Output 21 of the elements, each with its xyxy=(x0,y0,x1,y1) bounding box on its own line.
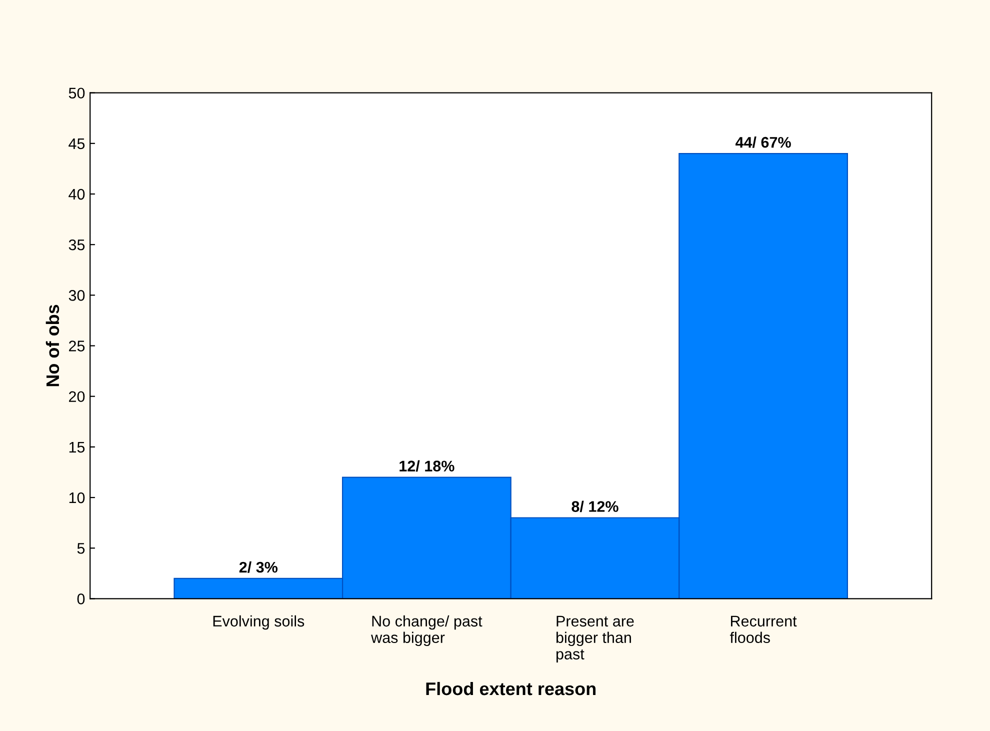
y-tick-label: 10 xyxy=(69,492,85,504)
y-tick-label: 15 xyxy=(69,442,85,453)
y-tick-label: 40 xyxy=(68,188,85,200)
y-tick-label: 30 xyxy=(68,290,85,301)
y-tick-label: 35 xyxy=(68,239,85,250)
y-tick-label: 5 xyxy=(77,543,85,554)
y-axis-title: No of obs xyxy=(46,304,60,386)
data-label: 12/ 18% xyxy=(400,460,454,472)
y-tick-label: 25 xyxy=(69,340,85,352)
y-tick-label: 50 xyxy=(68,88,85,99)
x-axis-title: Flood extent reason xyxy=(426,682,596,696)
x-tick-label: Recurrent floods xyxy=(730,616,797,644)
data-label: 44/ 67% xyxy=(735,136,791,148)
data-label: 2/ 3% xyxy=(239,561,278,573)
data-label: 8/ 12% xyxy=(572,500,618,512)
x-tick-label: No change/ past was bigger xyxy=(371,615,482,646)
y-tick-label: 45 xyxy=(68,138,85,150)
y-tick-label: 20 xyxy=(69,391,85,402)
x-tick-label: Present are bigger than past xyxy=(556,616,634,663)
y-tick-label: 0 xyxy=(77,594,85,604)
x-tick-label: Evolving soils xyxy=(213,615,304,630)
